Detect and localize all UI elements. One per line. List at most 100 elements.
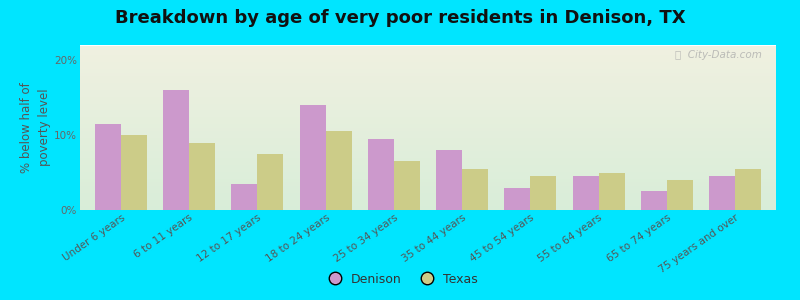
Bar bbox=[80, 96, 776, 97]
Bar bbox=[80, 192, 776, 193]
Bar bbox=[80, 67, 776, 68]
Bar bbox=[80, 95, 776, 96]
Bar bbox=[80, 117, 776, 118]
Bar bbox=[80, 185, 776, 186]
Bar bbox=[80, 209, 776, 210]
Bar bbox=[80, 116, 776, 117]
Bar bbox=[80, 73, 776, 74]
Bar bbox=[80, 77, 776, 78]
Bar bbox=[80, 70, 776, 71]
Bar bbox=[80, 150, 776, 151]
Bar bbox=[80, 47, 776, 48]
Bar bbox=[80, 147, 776, 148]
Bar bbox=[368, 139, 394, 210]
Bar bbox=[436, 150, 462, 210]
Bar bbox=[80, 75, 776, 76]
Bar bbox=[462, 169, 488, 210]
Bar bbox=[505, 188, 530, 210]
Bar bbox=[80, 132, 776, 133]
Bar bbox=[80, 163, 776, 164]
Bar bbox=[80, 133, 776, 134]
Bar bbox=[80, 62, 776, 63]
Bar bbox=[80, 87, 776, 88]
Bar bbox=[80, 135, 776, 136]
Bar bbox=[326, 131, 351, 210]
Bar bbox=[80, 152, 776, 153]
Bar bbox=[80, 151, 776, 152]
Bar bbox=[163, 90, 189, 210]
Bar bbox=[80, 80, 776, 81]
Bar bbox=[80, 176, 776, 177]
Bar bbox=[80, 111, 776, 112]
Bar bbox=[80, 71, 776, 72]
Bar bbox=[80, 169, 776, 170]
Bar bbox=[258, 154, 283, 210]
Bar bbox=[80, 79, 776, 80]
Bar bbox=[80, 81, 776, 82]
Bar bbox=[189, 142, 215, 210]
Bar bbox=[80, 74, 776, 75]
Bar bbox=[80, 153, 776, 154]
Bar bbox=[80, 92, 776, 93]
Bar bbox=[80, 138, 776, 139]
Bar bbox=[80, 124, 776, 125]
Bar bbox=[80, 68, 776, 69]
Bar bbox=[80, 148, 776, 149]
Bar bbox=[80, 182, 776, 183]
Bar bbox=[80, 76, 776, 77]
Bar bbox=[80, 184, 776, 185]
Bar bbox=[80, 196, 776, 197]
Bar bbox=[80, 202, 776, 203]
Bar bbox=[80, 63, 776, 64]
Bar bbox=[80, 85, 776, 86]
Bar bbox=[530, 176, 556, 210]
Bar bbox=[80, 206, 776, 207]
Bar bbox=[80, 193, 776, 194]
Bar bbox=[80, 56, 776, 57]
Bar bbox=[80, 93, 776, 94]
Bar bbox=[80, 65, 776, 66]
Bar bbox=[80, 59, 776, 60]
Bar bbox=[80, 179, 776, 180]
Bar bbox=[80, 188, 776, 189]
Bar bbox=[80, 107, 776, 108]
Bar bbox=[80, 145, 776, 146]
Bar bbox=[80, 119, 776, 120]
Bar bbox=[80, 180, 776, 181]
Bar bbox=[80, 118, 776, 119]
Bar bbox=[80, 204, 776, 205]
Bar bbox=[709, 176, 735, 210]
Bar bbox=[80, 55, 776, 56]
Bar bbox=[80, 198, 776, 199]
Bar bbox=[80, 94, 776, 95]
Bar bbox=[80, 167, 776, 168]
Bar bbox=[80, 140, 776, 141]
Bar bbox=[80, 141, 776, 142]
Bar bbox=[80, 191, 776, 192]
Bar bbox=[80, 110, 776, 111]
Bar bbox=[80, 121, 776, 122]
Bar bbox=[80, 69, 776, 70]
Bar bbox=[80, 120, 776, 121]
Bar bbox=[80, 72, 776, 73]
Bar bbox=[80, 61, 776, 62]
Bar bbox=[80, 46, 776, 47]
Bar bbox=[80, 123, 776, 124]
Bar bbox=[80, 112, 776, 113]
Bar bbox=[80, 83, 776, 84]
Bar bbox=[80, 178, 776, 179]
Bar bbox=[80, 125, 776, 126]
Bar bbox=[735, 169, 761, 210]
Bar bbox=[80, 51, 776, 52]
Bar bbox=[80, 146, 776, 147]
Bar bbox=[80, 48, 776, 49]
Bar bbox=[80, 172, 776, 173]
Bar bbox=[80, 183, 776, 184]
Bar bbox=[80, 190, 776, 191]
Bar bbox=[80, 86, 776, 87]
Bar bbox=[80, 60, 776, 61]
Bar bbox=[80, 122, 776, 123]
Bar bbox=[80, 103, 776, 104]
Bar bbox=[80, 104, 776, 105]
Bar bbox=[80, 50, 776, 51]
